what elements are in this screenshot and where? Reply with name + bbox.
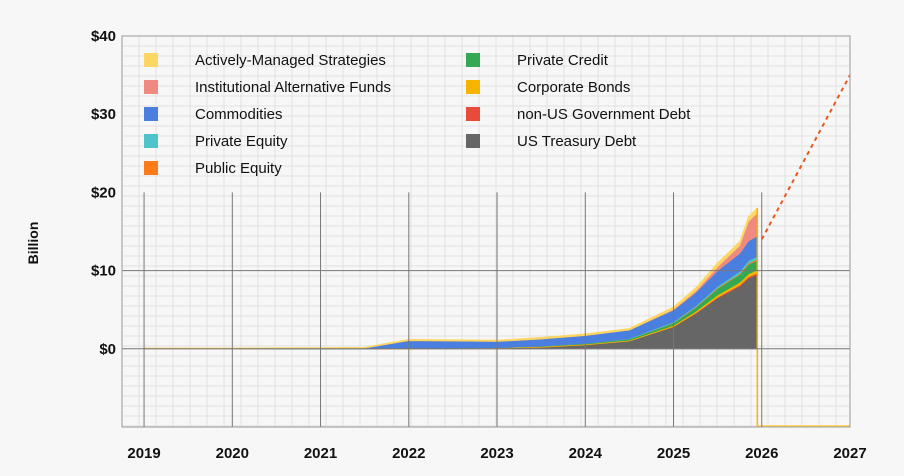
projection-line (760, 74, 851, 240)
legend-label: Institutional Alternative Funds (195, 79, 391, 96)
x-tick-label: 2019 (127, 445, 160, 462)
plot-frame (121, 35, 851, 428)
legend: Actively-Managed Strategies Institutional… (144, 52, 691, 177)
legend-label: Private Equity (195, 133, 288, 150)
legend-label: non-US Government Debt (517, 106, 691, 123)
x-tick-label: 2025 (657, 445, 690, 462)
y-tick-label: $30 (91, 106, 116, 123)
legend-swatch (144, 80, 158, 94)
legend-swatch (466, 134, 480, 148)
legend-swatch (144, 53, 158, 67)
y-axis-label: Billion (25, 222, 41, 265)
legend-swatch (144, 107, 158, 121)
legend-label: Corporate Bonds (517, 79, 630, 96)
legend-swatch (466, 107, 480, 121)
x-tick-label: 2022 (392, 445, 425, 462)
x-tick-label: 2021 (304, 445, 337, 462)
legend-swatch (144, 134, 158, 148)
legend-label: Public Equity (195, 160, 282, 177)
legend-swatch (466, 80, 480, 94)
legend-label: Actively-Managed Strategies (195, 52, 386, 69)
legend-label: Commodities (195, 106, 283, 123)
y-tick-label: $40 (91, 28, 116, 45)
legend-label: US Treasury Debt (517, 133, 637, 150)
legend-swatch (144, 161, 158, 175)
y-tick-label: $10 (91, 263, 116, 280)
y-tick-label: $0 (99, 341, 116, 358)
legend-swatch (466, 53, 480, 67)
x-tick-label: 2027 (833, 445, 866, 462)
x-tick-label: 2026 (745, 445, 778, 462)
x-tick-label: 2024 (569, 445, 603, 462)
major-gridlines (122, 192, 850, 427)
projection-group (760, 74, 851, 240)
x-tick-label: 2023 (480, 445, 513, 462)
y-tick-label: $20 (91, 184, 116, 201)
legend-label: Private Credit (517, 52, 609, 69)
x-tick-label: 2020 (216, 445, 249, 462)
axes: $0 $10 $20 $30 $40 2019 2020 2021 2022 2023 2024 20… (91, 28, 867, 462)
